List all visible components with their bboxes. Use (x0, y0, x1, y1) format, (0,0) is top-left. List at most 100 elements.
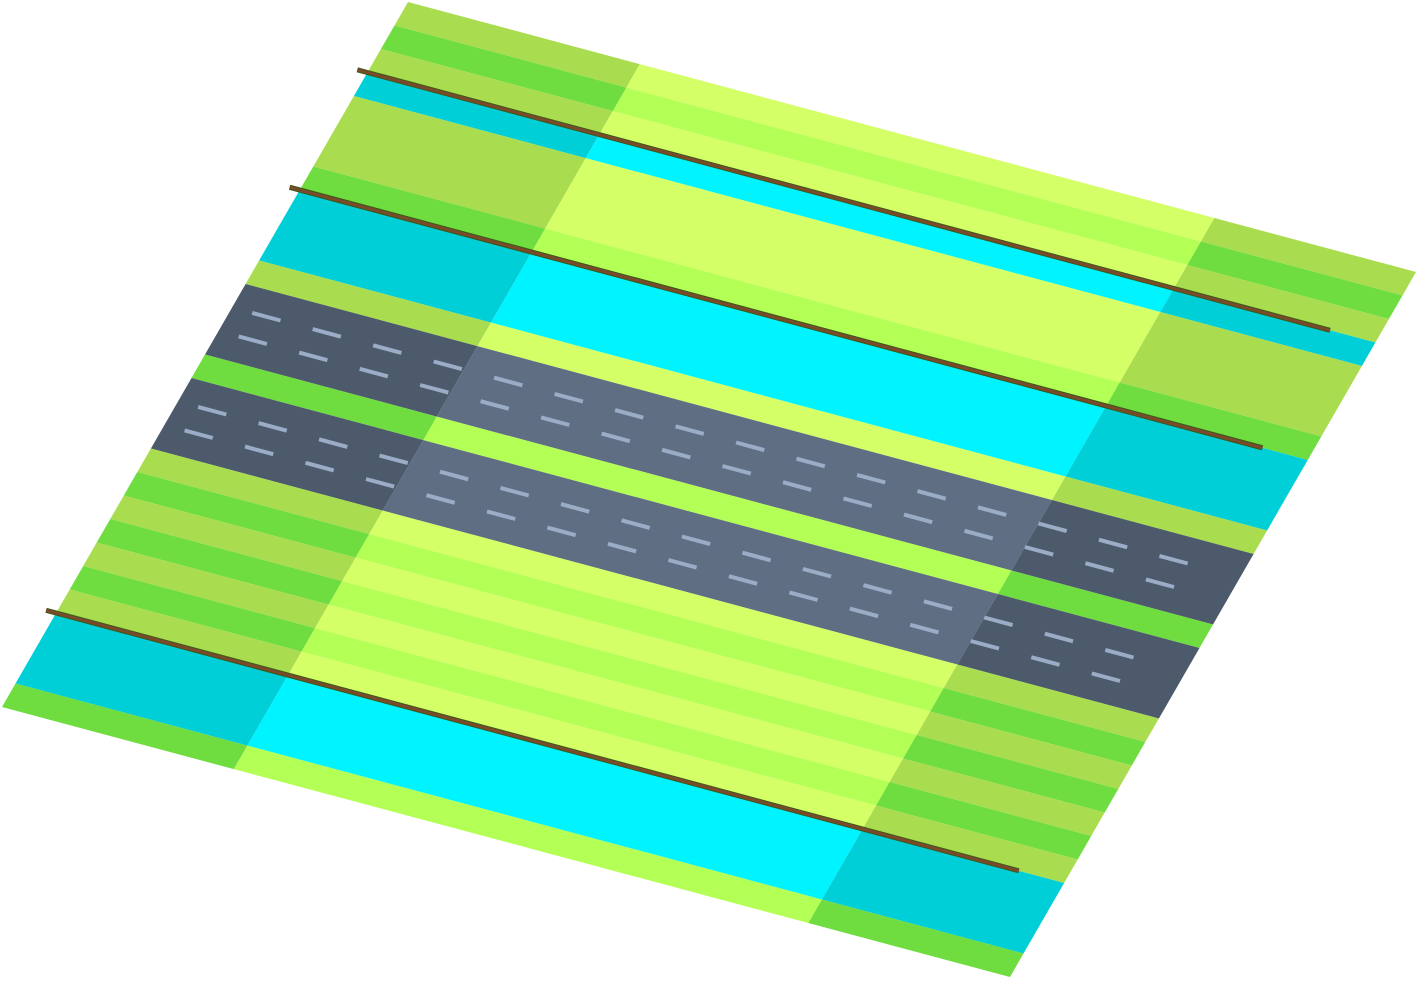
lane-dash (1084, 561, 1115, 573)
road-row-8-center (436, 346, 1052, 571)
grass-row-13-left (110, 495, 356, 582)
grass-row-5-right (1106, 382, 1322, 460)
grass-row-4-right (1119, 312, 1362, 437)
lane-dash (923, 599, 953, 611)
lane-dash (486, 509, 516, 521)
grass-row-14-right (903, 735, 1119, 813)
lane-dash (439, 469, 469, 482)
lane-dash (1044, 631, 1074, 644)
lane-dash (554, 391, 584, 404)
lane-dash (318, 437, 348, 449)
lane-dash (298, 350, 328, 363)
grass-row-11-center (369, 510, 958, 688)
lane-dash (856, 472, 886, 485)
lane-dash (1145, 577, 1175, 589)
river-row-18-left (15, 613, 288, 746)
lane-dash (1024, 545, 1054, 557)
grass-row-17-right (862, 805, 1078, 883)
lane-dash (184, 428, 214, 440)
grass-row-4-center (545, 158, 1161, 383)
lane-dash (1037, 521, 1068, 534)
lane-dash (425, 493, 456, 505)
road-row-8-right (1011, 500, 1254, 625)
lane-dash (244, 444, 274, 457)
lane-dash (238, 334, 268, 346)
grass-row-17-center (288, 651, 877, 829)
grass-row-7-left (245, 260, 491, 347)
lane-dash (378, 453, 409, 466)
grass-row-17-left (56, 589, 302, 676)
lane-dash (909, 622, 940, 635)
river-row-3-left (353, 72, 600, 159)
river-rail (289, 185, 1263, 450)
grass-row-15-right (889, 758, 1105, 836)
lane-dash (862, 583, 893, 595)
lane-dash (433, 359, 463, 372)
lane-dash (963, 528, 994, 541)
grass-row-14-center (328, 581, 917, 759)
lane-dash (499, 485, 530, 498)
lane-dash (903, 512, 933, 525)
lane-dash (728, 574, 758, 586)
river-rails (45, 67, 1331, 874)
lane-dash (258, 421, 288, 433)
lane-dash (1030, 655, 1061, 667)
lane-dash (782, 480, 812, 492)
lane-dash (620, 518, 651, 530)
grass-row-5-left (299, 166, 546, 253)
lane-markings (184, 310, 1189, 683)
lane-dash (560, 502, 590, 514)
lane-dash (681, 534, 711, 547)
grass-row-7-center (477, 322, 1066, 500)
grass-row-15-left (83, 542, 329, 629)
grass-row-12-left (123, 472, 370, 558)
grass-row-11-right (943, 664, 1159, 742)
grass-row-0-left (394, 2, 640, 88)
river-row-6-right (1065, 406, 1308, 531)
lane-dash (312, 327, 342, 339)
lane-dash (741, 550, 772, 563)
grass-row-13-center (342, 557, 931, 735)
lane-dash (601, 431, 631, 444)
lane-dash (607, 541, 637, 554)
lane-dash (304, 460, 335, 473)
grass-row-4-left (313, 96, 586, 229)
road-row-10-right (957, 594, 1200, 719)
lane-dash (493, 375, 523, 388)
river-row-6-center (491, 252, 1107, 477)
lane-dash (983, 615, 1014, 628)
river-row-18-center (247, 675, 863, 900)
lane-dash (365, 477, 395, 489)
lane-dash (540, 415, 570, 427)
lane-dash (614, 408, 644, 420)
lane-dash (788, 590, 819, 602)
grass-row-2-left (367, 49, 613, 135)
lane-dash (667, 558, 698, 570)
grass-row-2-right (1173, 265, 1389, 343)
lane-dash (480, 399, 510, 411)
grass-row-13-right (916, 711, 1132, 789)
grass-row-1-center (612, 87, 1201, 265)
grass-row-11-left (137, 448, 383, 535)
grass-row-16-right (876, 782, 1092, 860)
grass-row-14-left (96, 519, 343, 605)
road-row-10-center (382, 440, 998, 665)
grass-row-15-center (315, 604, 904, 782)
grass-row-7-right (1052, 476, 1268, 554)
grass-row-16-left (69, 566, 315, 652)
lane-dash (970, 639, 1000, 651)
lane-dash (359, 366, 389, 379)
lane-dash (675, 424, 705, 436)
grass-row-12-right (930, 688, 1146, 766)
grass-row-0-right (1200, 218, 1416, 296)
lane-dash (546, 525, 577, 538)
lane-dash (802, 566, 832, 579)
river-row-3-center (585, 134, 1174, 312)
lane-dash (1091, 671, 1121, 683)
lane-dash (721, 464, 752, 476)
grass-row-19-right (808, 899, 1024, 977)
lane-dash (372, 343, 402, 355)
river-row-18-right (821, 829, 1065, 954)
